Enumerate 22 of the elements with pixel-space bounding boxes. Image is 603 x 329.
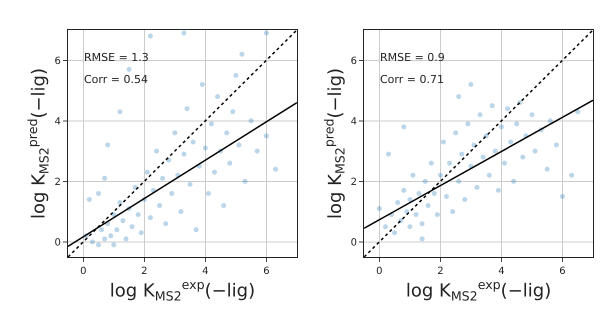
annotation: Corr = 0.71	[380, 73, 444, 86]
y-tick-label: 6	[54, 56, 61, 67]
x-tick-label: 4	[498, 266, 505, 278]
y-tick-label: 0	[54, 237, 61, 248]
x-axis-title: log K$_{MS2}$$^{exp}$(−lig)	[406, 277, 552, 304]
y-tick-label: 4	[350, 116, 357, 128]
x-tick-label: 0	[376, 266, 383, 278]
y-tick-label: 0	[350, 237, 357, 248]
y-tick-label: 2	[54, 176, 61, 188]
x-axis-title: log K$_{MS2}$$^{exp}$(−lig)	[110, 277, 256, 304]
x-tick-label: 0	[80, 266, 86, 278]
y-tick-label: 6	[350, 56, 357, 67]
x-tick-label: 6	[263, 266, 270, 278]
x-tick-label: 2	[437, 266, 444, 278]
annotation: RMSE = 0.9	[380, 51, 445, 64]
annotation: RMSE = 1.3	[84, 51, 149, 64]
x-tick-label: 6	[559, 266, 566, 278]
annotation: Corr = 0.54	[84, 73, 148, 86]
x-tick-label: 2	[141, 266, 148, 278]
x-tick-label: 4	[202, 266, 209, 278]
y-tick-label: 2	[350, 176, 357, 188]
y-tick-label: 4	[54, 116, 61, 128]
